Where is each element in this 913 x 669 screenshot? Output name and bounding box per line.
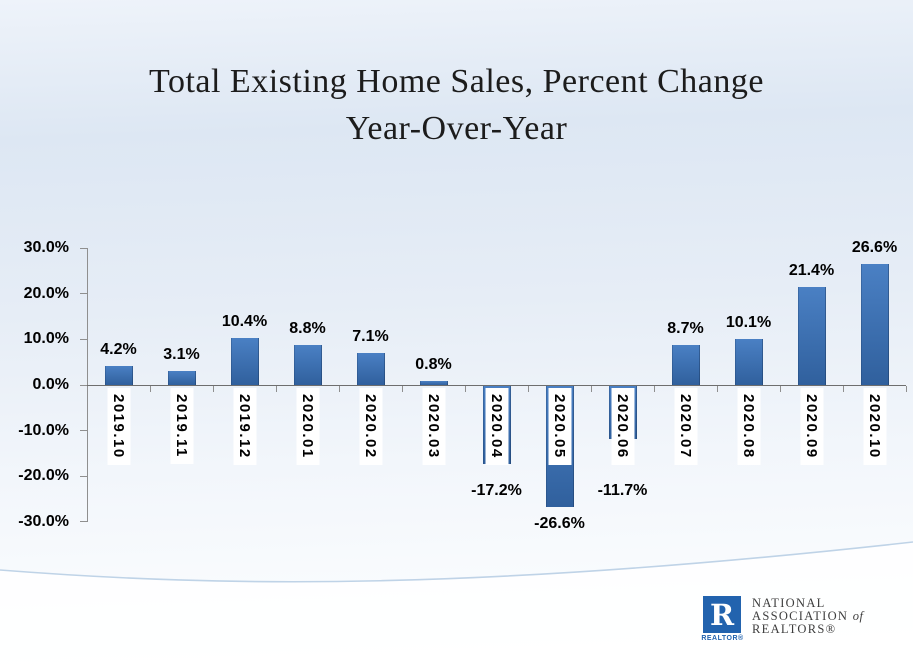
category-label: 2020.04 — [485, 388, 508, 465]
x-axis-tick — [86, 386, 88, 392]
nar-logo-line3: REALTORS® — [752, 621, 837, 636]
bar-value-label: 26.6% — [851, 238, 898, 256]
y-axis-tick — [80, 247, 87, 249]
x-axis-tick — [212, 386, 214, 392]
category-label: 2019.12 — [233, 388, 256, 465]
y-axis-tick — [80, 430, 87, 432]
bar-value-label: -26.6% — [534, 515, 585, 533]
bar-value-label: 0.8% — [415, 356, 452, 374]
bar — [671, 345, 700, 385]
y-axis-tick — [80, 384, 87, 386]
bar — [860, 263, 889, 385]
bar-value-label: 10.4% — [221, 312, 268, 330]
bar-value-label: 21.4% — [788, 262, 835, 280]
y-axis-label: 30.0% — [23, 239, 69, 257]
y-axis-label: 0.0% — [32, 376, 69, 393]
x-axis-tick — [905, 386, 907, 392]
realtor-r-letter: R — [709, 597, 735, 632]
bar — [797, 287, 826, 385]
bar-value-label: -17.2% — [471, 482, 522, 499]
chart-title: Total Existing Home Sales, Percent Chang… — [0, 58, 913, 152]
y-axis-label: -10.0% — [18, 421, 69, 439]
x-axis-tick — [779, 386, 781, 392]
bar-value-label: 7.1% — [352, 327, 389, 345]
bar-value-label: 10.1% — [725, 313, 772, 331]
x-axis-tick — [275, 386, 277, 392]
y-axis-label: 20.0% — [23, 284, 69, 302]
nar-logo-of: of — [852, 608, 864, 623]
realtor-r-icon: R — [703, 596, 741, 633]
y-axis-tick — [80, 293, 87, 295]
bar — [419, 381, 448, 385]
category-label: 2020.01 — [296, 388, 319, 465]
x-axis-tick — [338, 386, 340, 392]
y-axis-tick — [80, 338, 87, 340]
category-label: 2020.07 — [674, 388, 697, 465]
bar — [104, 365, 133, 385]
chart-title-line2: Year-Over-Year — [345, 110, 568, 147]
bar-value-label: 4.2% — [100, 340, 137, 358]
x-axis-tick — [527, 386, 529, 392]
y-axis-tick — [80, 475, 87, 477]
x-axis-tick — [464, 386, 466, 392]
y-axis-label: -20.0% — [18, 467, 69, 485]
x-axis-line — [87, 384, 906, 386]
category-label: 2019.10 — [107, 388, 130, 465]
category-label: 2020.05 — [548, 388, 571, 465]
category-label: 2020.10 — [863, 388, 886, 465]
bar — [293, 344, 322, 385]
nar-logo: R REALTOR® NATIONAL ASSOCIATION of REALT… — [701, 596, 883, 656]
category-label: 2020.03 — [422, 388, 445, 465]
bar-value-label: -11.7% — [597, 482, 648, 499]
category-label: 2020.09 — [800, 388, 823, 465]
realtor-wordmark: REALTOR® — [701, 635, 744, 642]
chart-title-line1: Total Existing Home Sales, Percent Chang… — [149, 63, 764, 100]
nar-logo-line2: ASSOCIATION of — [752, 608, 864, 623]
x-axis-tick — [716, 386, 718, 392]
x-axis-tick — [401, 386, 403, 392]
y-axis-label: -30.0% — [18, 512, 69, 530]
bar — [734, 338, 763, 385]
x-axis-tick — [653, 386, 655, 392]
bar — [167, 370, 196, 385]
x-axis-tick — [149, 386, 151, 392]
bar-value-label: 3.1% — [163, 345, 200, 363]
background-swoosh-curve — [0, 541, 913, 669]
y-axis-tick — [80, 521, 87, 523]
bar — [230, 337, 259, 385]
bar — [356, 352, 385, 385]
category-label: 2019.11 — [170, 388, 193, 464]
bar-value-label: 8.7% — [667, 320, 704, 338]
x-axis-tick — [590, 386, 592, 392]
nar-logo-text: NATIONAL ASSOCIATION of REALTORS® — [752, 597, 863, 635]
nar-logo-line1: NATIONAL — [752, 596, 826, 610]
category-label: 2020.06 — [611, 388, 634, 465]
x-axis-tick — [842, 386, 844, 392]
category-label: 2020.08 — [737, 388, 760, 465]
bar-value-label: 8.8% — [289, 319, 326, 337]
category-label: 2020.02 — [359, 388, 382, 465]
y-axis-label: 10.0% — [23, 330, 69, 348]
